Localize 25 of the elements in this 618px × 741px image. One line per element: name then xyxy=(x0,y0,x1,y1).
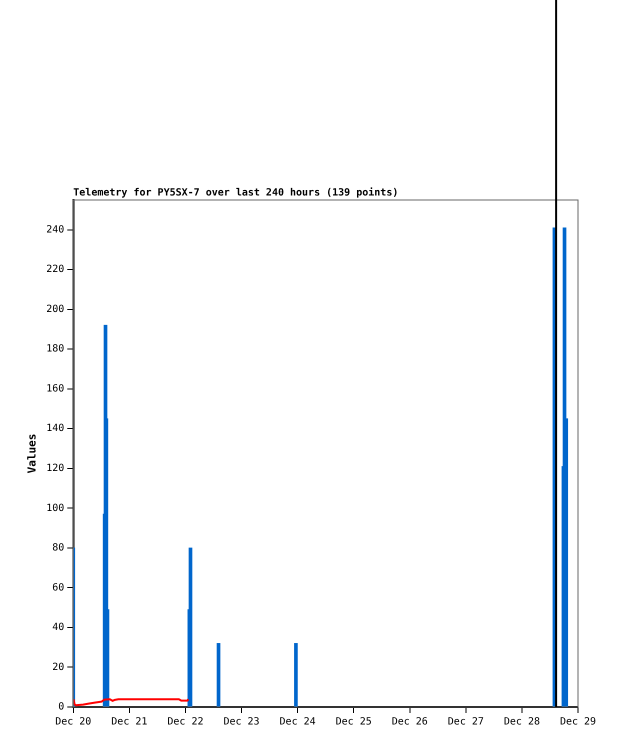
x-tick-label: Dec 23 xyxy=(223,716,260,728)
y-tick-label: 160 xyxy=(46,383,64,394)
x-tick-label: Dec 29 xyxy=(560,716,596,728)
x-tick-label: Dec 21 xyxy=(111,716,148,728)
y-tick-label: 20 xyxy=(52,662,64,673)
y-axis-title: Values xyxy=(25,434,38,474)
y-tick-label: 60 xyxy=(52,582,64,594)
y-tick-label: 220 xyxy=(46,264,64,276)
x-tick-label: Dec 22 xyxy=(167,716,204,728)
x-tick-label: Dec 20 xyxy=(55,716,92,728)
y-tick-label: 240 xyxy=(46,224,64,236)
y-tick-label: 200 xyxy=(46,304,64,315)
chart-title: Telemetry for PY5SX-7 over last 240 hours (139 points) xyxy=(73,186,398,199)
x-tick-label: Dec 28 xyxy=(504,716,540,728)
y-tick-label: 0 xyxy=(58,702,64,713)
y-tick-label: 140 xyxy=(46,423,64,434)
x-tick-label: Dec 24 xyxy=(280,716,316,728)
x-tick-label: Dec 26 xyxy=(392,716,428,728)
x-tick-label: Dec 25 xyxy=(336,716,372,728)
y-tick-label: 80 xyxy=(52,542,64,554)
y-tick-label: 120 xyxy=(46,463,64,474)
y-tick-label: 100 xyxy=(46,502,64,514)
x-tick-label: Dec 27 xyxy=(448,716,484,728)
y-tick-label: 180 xyxy=(46,344,64,355)
y-tick-label: 40 xyxy=(52,622,64,634)
